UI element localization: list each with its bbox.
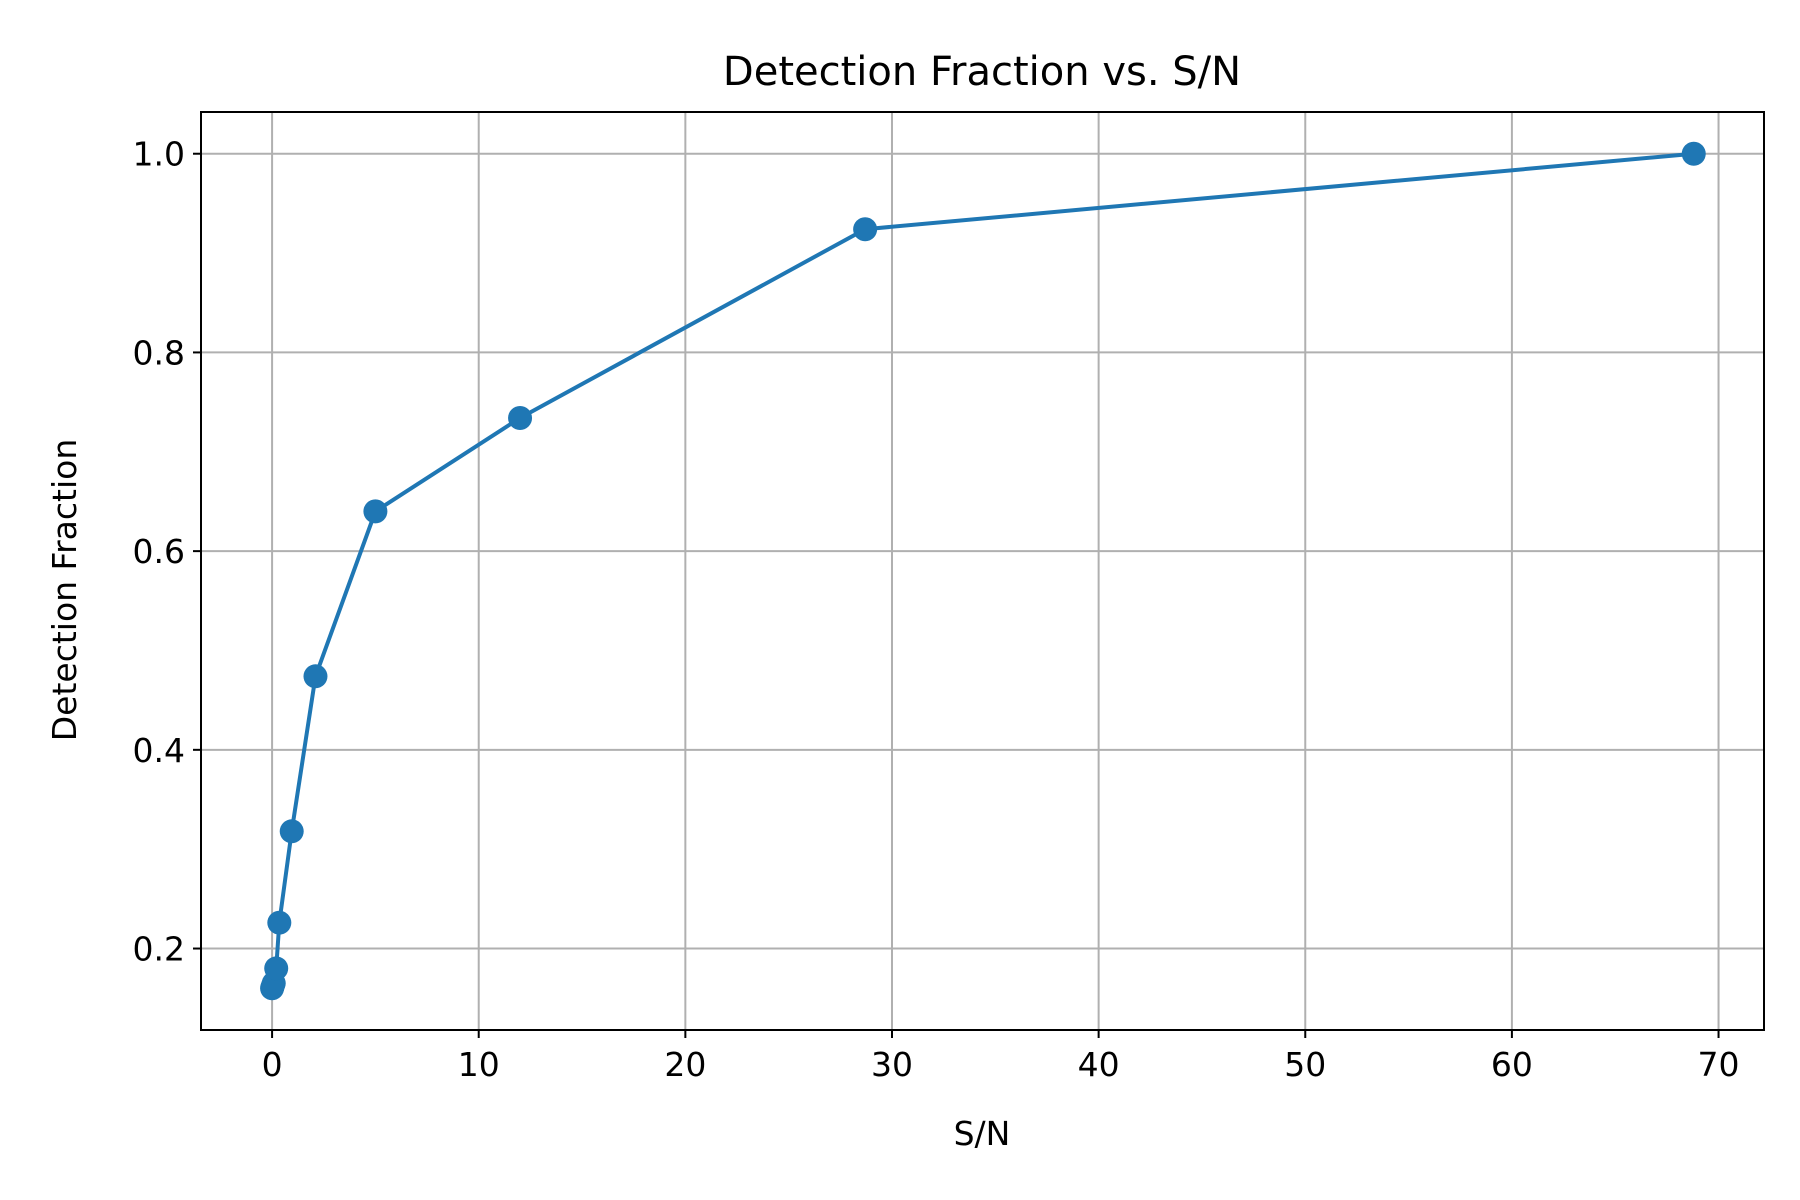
y-tick-label: 0.4 bbox=[133, 731, 185, 770]
x-tick-label: 20 bbox=[664, 1045, 706, 1084]
chart-title: Detection Fraction vs. S/N bbox=[723, 49, 1241, 95]
y-tick-label: 1.0 bbox=[133, 135, 185, 174]
data-series bbox=[260, 141, 1706, 1001]
data-point bbox=[508, 406, 533, 430]
grid bbox=[201, 112, 1764, 1030]
data-point bbox=[1681, 141, 1706, 166]
data-point bbox=[264, 956, 289, 981]
x-axis-label: S/N bbox=[954, 1114, 1011, 1153]
x-tick-label: 0 bbox=[262, 1045, 283, 1084]
x-axis-ticks: 0 10 20 30 40 50 60 70 bbox=[262, 1030, 1740, 1084]
y-tick-label: 0.8 bbox=[133, 333, 185, 372]
data-point bbox=[279, 819, 304, 844]
y-tick-label: 0.2 bbox=[133, 930, 185, 969]
x-tick-label: 10 bbox=[458, 1045, 500, 1084]
data-point bbox=[853, 217, 878, 242]
y-tick-label: 0.6 bbox=[133, 532, 185, 571]
x-tick-label: 50 bbox=[1284, 1045, 1326, 1084]
x-tick-label: 70 bbox=[1698, 1045, 1740, 1084]
data-point bbox=[303, 664, 328, 689]
y-axis-ticks: 0.2 0.4 0.6 0.8 1.0 bbox=[133, 135, 201, 969]
x-tick-label: 60 bbox=[1491, 1045, 1533, 1084]
y-axis-label: Detection Fraction bbox=[45, 439, 84, 742]
data-point bbox=[363, 499, 388, 524]
plot-frame bbox=[200, 111, 1765, 1031]
x-tick-label: 40 bbox=[1078, 1045, 1120, 1084]
data-point bbox=[267, 910, 292, 935]
x-tick-label: 30 bbox=[871, 1045, 913, 1084]
